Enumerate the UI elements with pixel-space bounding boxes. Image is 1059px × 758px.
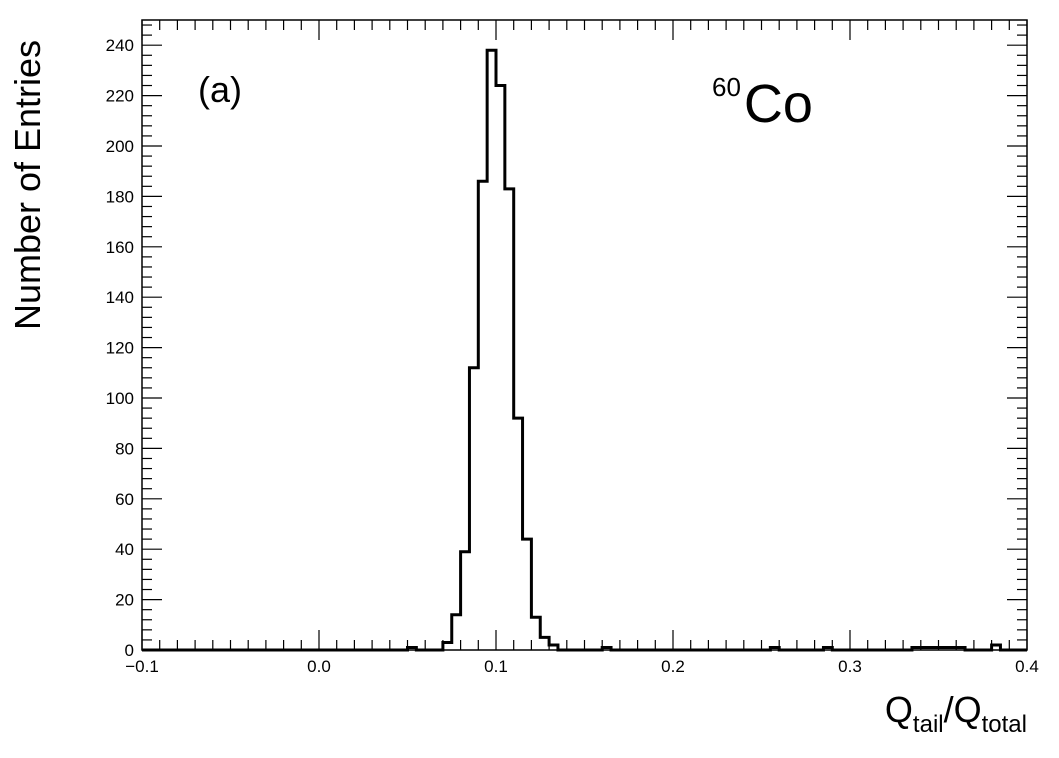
x-axis-title: Qtail/Qtotal xyxy=(885,689,1027,738)
x-axis-title-sub-total: total xyxy=(982,711,1027,738)
y-tick-label: 20 xyxy=(115,591,134,610)
x-tick-label: 0.0 xyxy=(307,657,331,676)
y-tick-label: 120 xyxy=(106,339,134,358)
tick-labels: −0.1 0.0 0.1 0.2 0.3 0.4 0 20 40 60 80 100 120 140 160… xyxy=(106,36,1039,676)
isotope-mass-number: 60 xyxy=(712,72,741,102)
y-tick-label: 100 xyxy=(106,389,134,408)
isotope-annotation: 60Co xyxy=(712,72,813,134)
y-tick-label: 60 xyxy=(115,490,134,509)
axis-ticks xyxy=(141,20,1028,651)
y-tick-label: 180 xyxy=(106,187,134,206)
panel-label: (a) xyxy=(198,69,242,110)
histogram-outline xyxy=(142,48,1027,652)
y-tick-label: 40 xyxy=(115,540,134,559)
histogram-series xyxy=(142,48,1027,652)
plot-frame xyxy=(141,19,1028,651)
y-tick-label: 140 xyxy=(106,288,134,307)
x-tick-label: 0.1 xyxy=(484,657,508,676)
y-tick-label: 240 xyxy=(106,36,134,55)
x-tick-label: 0.3 xyxy=(838,657,862,676)
y-tick-label: 200 xyxy=(106,137,134,156)
x-axis-title-sep: /Q xyxy=(944,689,982,730)
y-tick-label: 160 xyxy=(106,238,134,257)
isotope-symbol: Co xyxy=(744,74,813,134)
y-tick-label: 80 xyxy=(115,439,134,458)
y-tick-label: 0 xyxy=(125,641,134,660)
x-tick-label: 0.2 xyxy=(661,657,685,676)
x-tick-label: −0.1 xyxy=(125,657,159,676)
y-tick-label: 220 xyxy=(106,87,134,106)
y-axis-title: Number of Entries xyxy=(7,40,48,330)
x-axis-title-sub-tail: tail xyxy=(913,711,944,738)
x-axis-title-main: Q xyxy=(885,689,913,730)
x-tick-label: 0.4 xyxy=(1015,657,1039,676)
